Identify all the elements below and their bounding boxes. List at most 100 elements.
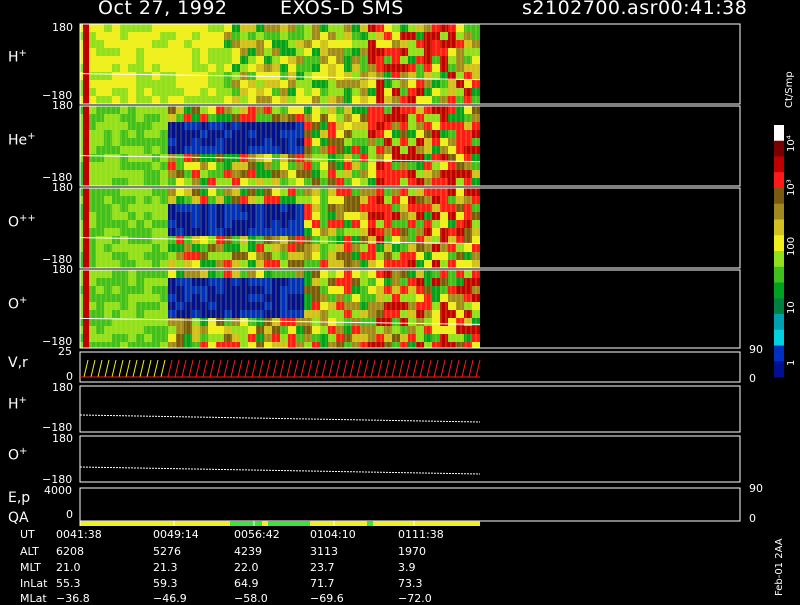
spectrogram-cell [184,130,192,138]
ep-panel-frame [79,487,741,522]
spectrogram-cell [440,80,448,88]
spectrogram-cell [192,244,200,252]
spectrogram-cell [176,220,184,228]
spectrogram-cell [200,24,208,32]
spectrogram-cell [160,278,168,286]
spectrogram-cell [240,342,248,348]
spectrogram-cell [464,24,472,32]
spectrogram-cell [144,96,152,104]
spectrogram-cell [144,154,152,162]
spectrogram-cell [184,196,192,204]
spectrogram-cell [272,342,280,348]
spectrogram-cell [176,130,184,138]
spectrogram-cell [192,334,200,342]
spectrogram-cell [264,220,272,228]
spectrogram-cell [160,170,168,178]
spectrogram-cell [144,188,152,196]
spectrogram-cell [432,294,440,302]
spectrogram-cell [112,294,120,302]
spectrogram-cell [416,130,424,138]
spectrogram-cell [464,154,472,162]
pitch-angle-trace [79,155,481,163]
spectrogram-cell [152,212,160,220]
spectrogram-cell [296,342,304,348]
spectrogram-cell [152,130,160,138]
spectrogram-cell [280,188,288,196]
spectrogram-cell [208,64,216,72]
spectrogram-cell [288,196,296,204]
spectrogram-cell [216,196,224,204]
spectrogram-cell [456,302,464,310]
spectrogram-cell [288,286,296,294]
spectrogram-cell [472,236,480,244]
spectrogram-cell [448,106,456,114]
spectrogram-cell [392,236,400,244]
spectrogram-cell [160,244,168,252]
spectrogram-cell [248,64,256,72]
spectrogram-cell [112,80,120,88]
spectrogram-cell [184,64,192,72]
spectrogram-cell [184,88,192,96]
spectrogram-cell [96,260,104,268]
spectrogram-cell [152,278,160,286]
colorbar-swatch [774,329,784,346]
spectrogram-cell [272,286,280,294]
spectrogram-cell [160,88,168,96]
spectrogram-cell [360,196,368,204]
spectrogram-edge-strip [83,24,89,104]
spectrogram-cell [344,88,352,96]
spectrogram-cell [104,24,112,32]
vr-vector [139,359,145,378]
spectrogram-cell [376,270,384,278]
spectrogram-cell [392,122,400,130]
spectrogram-cell [104,162,112,170]
vr-vector [279,359,285,378]
spectrogram-cell [472,88,480,96]
tick-p2-bot: −180 [42,171,73,184]
orbit-cell: 21.0 [56,561,81,574]
spectrogram-cell [336,326,344,334]
spectrogram-cell [424,204,432,212]
spectrogram-cell [192,260,200,268]
spectrogram-cell [176,228,184,236]
spectrogram-cell [384,286,392,294]
spectrogram-cell [392,188,400,196]
spectrogram-cell [176,72,184,80]
spectrogram-cell [144,130,152,138]
spectrogram-cell [376,294,384,302]
spectrogram-cell [440,114,448,122]
colorbar-label-10: 10 [786,301,797,314]
spectrogram-cell [440,228,448,236]
spectrogram-cell [264,106,272,114]
spectrogram-cell [312,56,320,64]
spectrogram-cell [136,244,144,252]
spectrogram-cell [216,130,224,138]
spectrogram-cell [392,326,400,334]
spectrogram-cell [440,106,448,114]
vr-vector [475,359,481,378]
spectrogram-cell [304,32,312,40]
panel-label-o-plus: O+ [8,295,28,313]
spectrogram-cell [392,24,400,32]
colorbar-swatch [774,266,784,283]
spectrogram-cell [344,72,352,80]
vr-vector [384,359,390,378]
spectrogram-cell [304,260,312,268]
spectrogram-cell [104,270,112,278]
spectrogram-cell [304,56,312,64]
spectrogram-cell [224,170,232,178]
spectrogram-cell [104,204,112,212]
spectrogram-cell [184,260,192,268]
vr-vector [307,359,313,378]
spectrogram-cell [264,40,272,48]
spectrogram-cell [320,228,328,236]
spectrogram-cell [304,88,312,96]
spectrogram-cell [120,88,128,96]
spectrogram-cell [136,204,144,212]
spectrogram-cell [96,96,104,104]
spectrogram-cell [104,170,112,178]
spectrogram-cell [384,252,392,260]
spectrogram-cell [344,204,352,212]
spectrogram-cell [168,342,176,348]
vr-vector [181,359,187,378]
